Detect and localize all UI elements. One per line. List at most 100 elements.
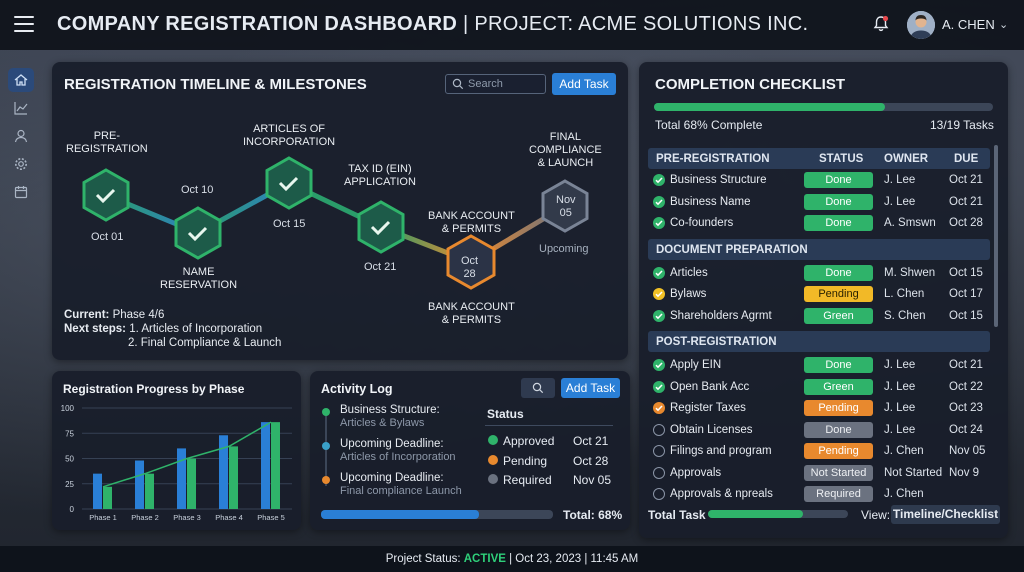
task-name: Co-founders (670, 217, 734, 229)
status-title: Status (487, 407, 524, 421)
scrollbar[interactable] (994, 145, 998, 327)
milestone-date-current: Oct 28 (461, 255, 479, 280)
home-icon[interactable] (8, 68, 34, 92)
x-tick-label: Phase 3 (173, 513, 201, 522)
task-due: Nov 05 (949, 445, 986, 457)
milestone-node[interactable] (265, 156, 313, 210)
bar (145, 473, 154, 509)
bell-icon[interactable] (871, 14, 891, 34)
bar (103, 486, 112, 509)
check-circle-icon[interactable] (653, 174, 665, 186)
bar (187, 458, 196, 509)
chart-icon[interactable] (8, 96, 34, 120)
check-circle-icon[interactable] (653, 217, 665, 229)
total-task-label: Total Task (648, 508, 706, 522)
section-header: POST-REGISTRATION (648, 331, 990, 352)
task-name: Business Structure (670, 174, 767, 186)
checklist-title: COMPLETION CHECKLIST (655, 76, 845, 93)
search-box[interactable] (445, 74, 546, 94)
checklist-row[interactable]: Approvals Not Started Not Started Nov 9 (648, 463, 990, 484)
activity-total: Total: 68% (563, 508, 623, 522)
milestone-node[interactable] (357, 200, 405, 254)
milestone-date-upcoming: Nov 05 (556, 194, 576, 219)
checklist-row[interactable]: Approvals & npreals Required J. Chen (648, 484, 990, 505)
checklist-row[interactable]: Obtain Licenses Done J. Lee Oct 24 (648, 420, 990, 441)
checklist-row[interactable]: Open Bank Acc Green J. Lee Oct 22 (648, 377, 990, 398)
x-tick-label: Phase 4 (215, 513, 243, 522)
task-due: Oct 23 (949, 402, 983, 414)
checklist-row[interactable]: Apply EIN Done J. Lee Oct 21 (648, 355, 990, 376)
milestone-node[interactable] (174, 206, 222, 260)
checklist-row[interactable]: Business Name Done J. Lee Oct 21 (648, 192, 990, 213)
checklist-row[interactable]: Bylaws Pending L. Chen Oct 17 (648, 284, 990, 305)
activity-dot (322, 408, 330, 416)
calendar-icon[interactable] (8, 180, 34, 204)
progress-chart-title: Registration Progress by Phase (63, 382, 245, 396)
task-name: Obtain Licenses (670, 423, 753, 436)
checklist-row[interactable]: Register Taxes Pending J. Lee Oct 23 (648, 398, 990, 419)
bar (229, 446, 238, 509)
checklist-row[interactable]: Business Structure Done J. Lee Oct 21 (648, 170, 990, 191)
checklist-task-count: 13/19 Tasks (930, 118, 994, 132)
check-circle-icon[interactable] (653, 288, 665, 300)
y-tick-label: 25 (65, 480, 74, 489)
menu-icon[interactable] (14, 16, 34, 32)
task-name: Approvals & npreals (670, 488, 773, 500)
view-toggle[interactable]: Timeline/Checklist (891, 505, 1000, 524)
milestone-node-current[interactable] (446, 234, 496, 290)
status-badge: Done (804, 421, 873, 438)
milestone-label: BANK ACCOUNT & PERMITS (428, 301, 515, 326)
milestone-node-upcoming[interactable] (541, 179, 589, 233)
activity-search-button[interactable] (521, 378, 555, 398)
checkbox-icon[interactable] (653, 445, 665, 457)
activity-item-sub: Articles & Bylaws (340, 417, 425, 429)
x-tick-label: Phase 1 (89, 513, 117, 522)
avatar[interactable] (907, 11, 935, 39)
search-input[interactable] (468, 78, 538, 90)
status-badge: Done (804, 215, 873, 231)
user-icon[interactable] (8, 124, 34, 148)
task-due: Oct 17 (949, 288, 983, 300)
user-name[interactable]: A. CHEN (942, 17, 995, 32)
section-header: DOCUMENT PREPARATION (648, 238, 990, 260)
sidebar (0, 58, 40, 218)
task-owner: J. Lee (884, 402, 916, 414)
checkbox-icon[interactable] (653, 488, 665, 500)
checkbox-icon[interactable] (653, 423, 665, 436)
check-circle-icon[interactable] (653, 359, 665, 371)
milestone-date: Oct 10 (181, 184, 214, 196)
checklist-row[interactable]: Co-founders Done A. Smswn Oct 28 (648, 213, 990, 234)
chevron-down-icon[interactable]: ⌄ (999, 19, 1009, 31)
check-circle-icon[interactable] (653, 195, 665, 208)
bar (135, 460, 144, 509)
checklist-row[interactable]: Filings and program Pending J. Chen Nov … (648, 441, 990, 462)
add-task-button[interactable]: Add Task (552, 73, 616, 95)
check-circle-icon[interactable] (653, 380, 665, 393)
gear-icon[interactable] (8, 152, 34, 176)
total-task-fill (708, 510, 804, 518)
task-owner: J. Chen (884, 445, 924, 457)
milestone-node[interactable] (82, 168, 130, 222)
check-circle-icon[interactable] (653, 309, 665, 322)
checklist-row[interactable]: Shareholders Agrmt Green S. Chen Oct 15 (648, 306, 990, 327)
task-due: Oct 22 (949, 380, 983, 393)
search-icon (532, 382, 544, 394)
task-due: Oct 15 (949, 266, 983, 279)
y-tick-label: 0 (70, 505, 75, 514)
activity-add-task-button[interactable]: Add Task (561, 378, 620, 398)
checklist-row[interactable]: Articles Done M. Shwen Oct 15 (648, 263, 990, 284)
check-circle-icon[interactable] (653, 266, 665, 279)
status-badge: Done (804, 264, 873, 281)
status-dot (488, 454, 498, 465)
status-date: Oct 28 (573, 453, 609, 468)
trend-line (102, 421, 272, 488)
total-task-track (708, 510, 848, 518)
task-due: Oct 15 (949, 309, 983, 322)
task-name: Shareholders Agrmt (670, 309, 772, 322)
checkbox-icon[interactable] (653, 466, 665, 479)
task-due: Oct 21 (949, 174, 983, 186)
milestone-label: TAX ID (EIN) APPLICATION (344, 163, 416, 188)
activity-item-sub: Final compliance Launch (340, 485, 462, 497)
check-circle-icon[interactable] (653, 402, 665, 414)
status-badge: Pending (804, 400, 873, 416)
